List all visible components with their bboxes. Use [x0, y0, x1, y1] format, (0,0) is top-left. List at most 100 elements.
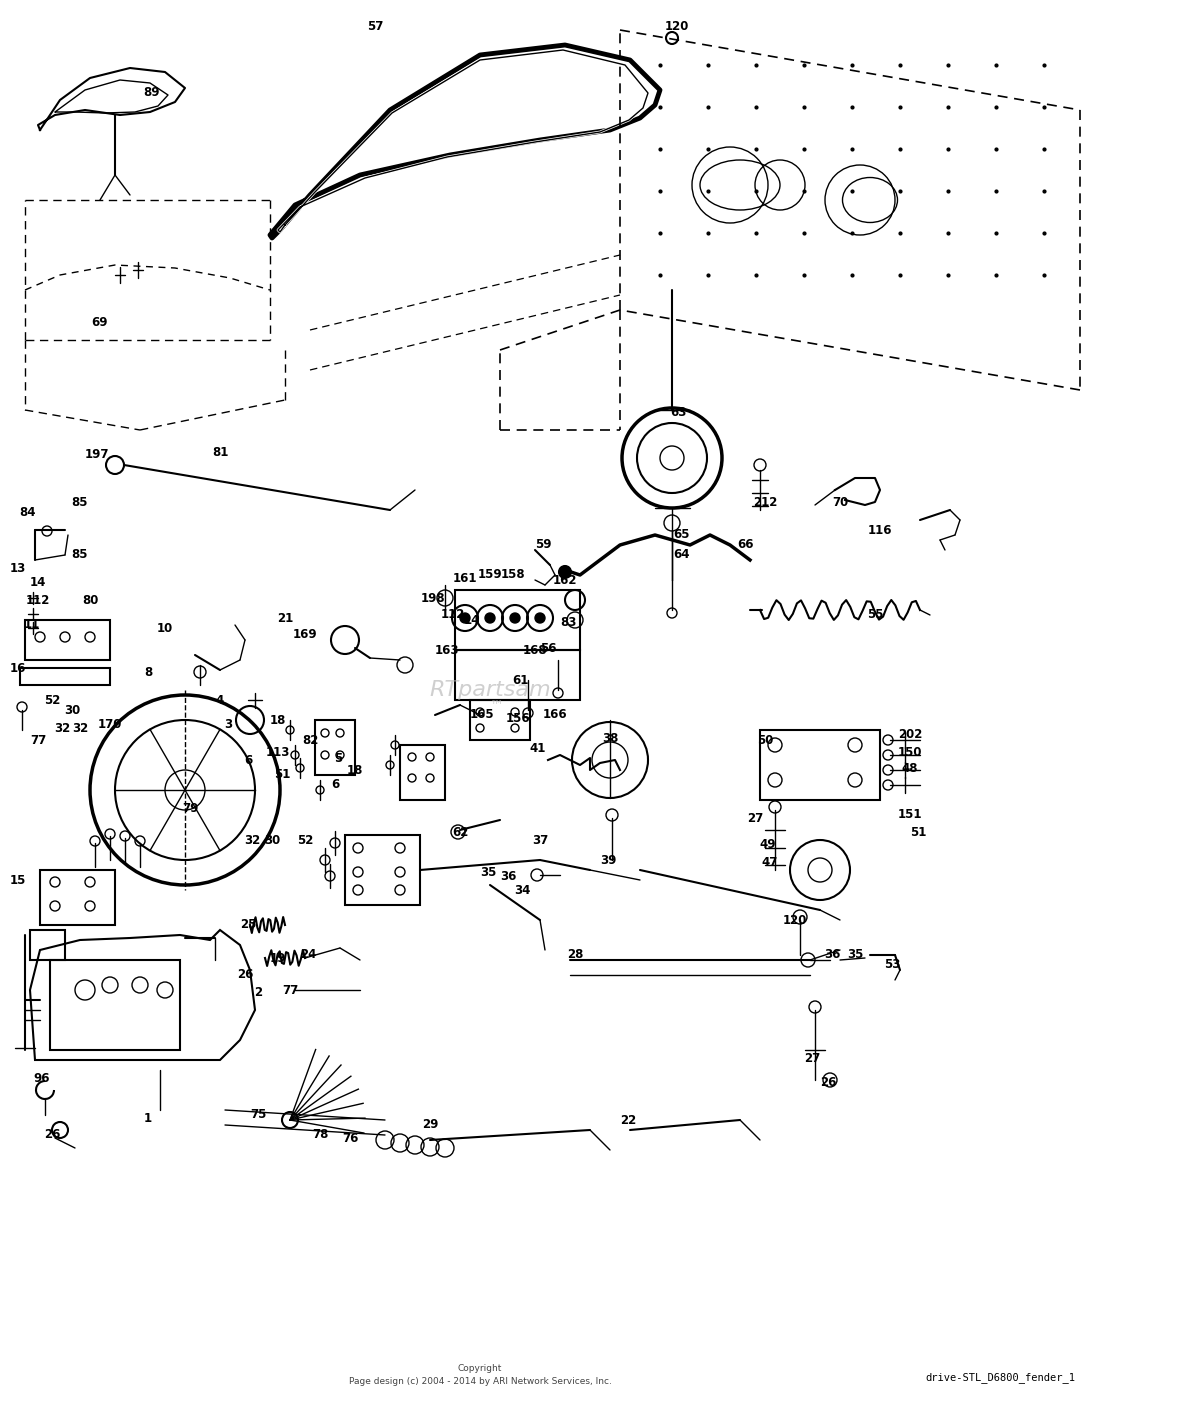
- Text: 24: 24: [300, 949, 316, 962]
- Text: 66: 66: [736, 538, 753, 551]
- Text: 37: 37: [532, 834, 549, 847]
- Text: 18: 18: [270, 714, 287, 726]
- Text: 159: 159: [478, 568, 503, 580]
- Text: 32: 32: [72, 722, 88, 735]
- Text: 77: 77: [30, 733, 46, 746]
- Circle shape: [460, 613, 470, 622]
- Text: 163: 163: [434, 644, 459, 656]
- Text: 170: 170: [98, 718, 123, 732]
- Text: 169: 169: [293, 628, 317, 642]
- Text: 96: 96: [34, 1071, 51, 1085]
- Text: 63: 63: [670, 405, 687, 419]
- Text: 28: 28: [566, 949, 583, 962]
- Text: 50: 50: [756, 733, 773, 746]
- Text: 25: 25: [240, 918, 256, 931]
- Text: 51: 51: [910, 826, 926, 838]
- Text: 76: 76: [342, 1131, 359, 1144]
- Text: 52: 52: [297, 834, 313, 847]
- Text: 30: 30: [264, 834, 280, 847]
- Text: 120: 120: [664, 21, 689, 34]
- Text: 52: 52: [44, 694, 60, 707]
- Text: Copyright
Page design (c) 2004 - 2014 by ARI Network Services, Inc.: Copyright Page design (c) 2004 - 2014 by…: [348, 1364, 611, 1387]
- Text: 197: 197: [85, 449, 110, 461]
- Text: 162: 162: [552, 573, 577, 586]
- Text: 151: 151: [898, 809, 923, 822]
- Text: 55: 55: [867, 608, 884, 621]
- Text: RTpartsam: RTpartsam: [430, 680, 551, 700]
- Text: 77: 77: [282, 983, 299, 997]
- Text: 16: 16: [9, 662, 26, 674]
- Text: 198: 198: [421, 592, 445, 604]
- Text: 161: 161: [453, 572, 477, 585]
- Text: 69: 69: [92, 317, 109, 329]
- Text: 62: 62: [452, 826, 468, 838]
- Text: 84: 84: [20, 506, 37, 520]
- Text: 14: 14: [30, 575, 46, 589]
- Circle shape: [535, 613, 545, 622]
- Text: 22: 22: [620, 1113, 636, 1126]
- Text: 26: 26: [237, 969, 254, 981]
- Text: 6: 6: [330, 778, 339, 792]
- Text: 51: 51: [274, 768, 290, 781]
- Text: 168: 168: [523, 644, 548, 656]
- Text: 47: 47: [762, 855, 778, 868]
- Text: 18: 18: [347, 764, 363, 777]
- Text: 49: 49: [760, 838, 776, 851]
- Text: 83: 83: [559, 615, 576, 628]
- Text: 165: 165: [470, 708, 494, 722]
- Text: 32: 32: [244, 834, 260, 847]
- Text: 212: 212: [753, 496, 778, 509]
- Text: 112: 112: [26, 593, 51, 607]
- Text: 85: 85: [72, 548, 88, 561]
- Text: 78: 78: [312, 1129, 328, 1141]
- Text: 57: 57: [367, 21, 384, 34]
- Circle shape: [510, 613, 520, 622]
- Text: 29: 29: [421, 1119, 438, 1131]
- Text: 35: 35: [847, 949, 864, 962]
- Text: 70: 70: [832, 495, 848, 509]
- Text: 166: 166: [543, 708, 568, 722]
- Text: 59: 59: [535, 538, 551, 551]
- Text: 113: 113: [266, 746, 290, 758]
- Text: 27: 27: [804, 1052, 820, 1064]
- Circle shape: [332, 627, 359, 653]
- Text: 4: 4: [216, 694, 224, 707]
- Text: 26: 26: [820, 1075, 837, 1088]
- Text: 158: 158: [500, 568, 525, 580]
- Text: 36: 36: [824, 949, 840, 962]
- Text: 65: 65: [674, 529, 690, 541]
- Circle shape: [559, 566, 571, 578]
- Text: 120: 120: [782, 914, 807, 927]
- Text: 27: 27: [747, 812, 763, 824]
- Circle shape: [485, 613, 494, 622]
- Text: 150: 150: [898, 746, 923, 758]
- Text: 34: 34: [513, 883, 530, 896]
- Text: 21: 21: [277, 611, 293, 624]
- Text: 116: 116: [867, 523, 892, 537]
- Text: 112: 112: [441, 608, 465, 621]
- Text: 8: 8: [144, 666, 152, 679]
- Text: 2: 2: [254, 987, 262, 1000]
- Text: 48: 48: [902, 761, 918, 774]
- Text: 53: 53: [884, 959, 900, 972]
- Text: 75: 75: [250, 1109, 267, 1122]
- Text: ™: ™: [490, 698, 504, 712]
- Text: 5: 5: [334, 751, 342, 764]
- Text: 30: 30: [64, 704, 80, 716]
- Text: 85: 85: [72, 495, 88, 509]
- Text: 202: 202: [898, 729, 923, 742]
- Text: 38: 38: [602, 732, 618, 744]
- Text: 61: 61: [512, 673, 529, 687]
- Text: 82: 82: [302, 733, 319, 746]
- Text: 6: 6: [244, 753, 253, 767]
- Text: 89: 89: [144, 86, 160, 98]
- Polygon shape: [30, 930, 255, 1060]
- Text: 19: 19: [270, 952, 287, 965]
- Text: 13: 13: [9, 561, 26, 575]
- Text: 36: 36: [500, 869, 516, 882]
- Text: 56: 56: [539, 642, 556, 655]
- Text: drive-STL_D6800_fender_1: drive-STL_D6800_fender_1: [925, 1373, 1075, 1384]
- Text: 10: 10: [157, 621, 173, 635]
- Text: 156: 156: [506, 711, 530, 725]
- Text: 11: 11: [24, 618, 40, 631]
